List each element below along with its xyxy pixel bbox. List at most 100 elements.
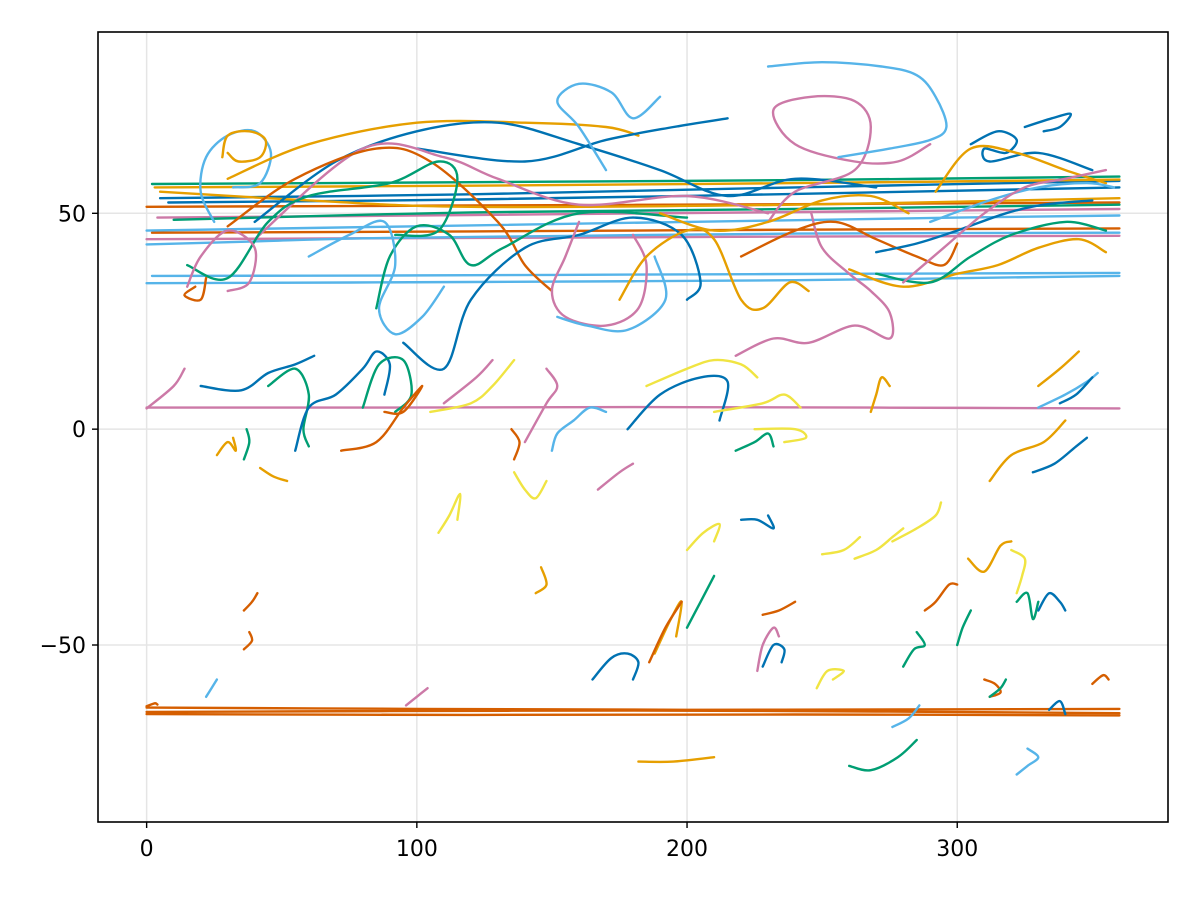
trajectory-line-55 — [340, 384, 424, 452]
trajectory-line-86 — [1015, 591, 1040, 621]
trajectory-line-28 — [766, 61, 948, 159]
trajectory-line-81 — [891, 501, 943, 543]
trajectory-line-105 — [1091, 673, 1110, 686]
trajectory-lines — [145, 61, 1121, 776]
trajectory-line-90 — [761, 600, 797, 616]
trajectory-line-91 — [756, 626, 781, 673]
trajectory-line-34 — [186, 160, 459, 281]
trajectory-line-102 — [404, 687, 429, 707]
trajectory-line-58 — [510, 428, 521, 461]
trajectory-line-53 — [294, 350, 392, 452]
trajectory-line-62 — [753, 427, 808, 444]
trajectory-line-69 — [1058, 376, 1094, 405]
trajectory-line-93 — [815, 668, 846, 690]
trajectory-line-56 — [429, 358, 516, 414]
trajectory-line-72 — [1031, 436, 1089, 474]
trajectory-line-106 — [891, 704, 921, 729]
trajectory-line-1 — [145, 709, 1121, 715]
trajectory-line-51 — [199, 354, 316, 392]
trajectory-line-87 — [1037, 591, 1067, 612]
trajectory-line-88 — [956, 609, 972, 647]
trajectory-line-6 — [145, 367, 186, 410]
trajectory-line-12 — [150, 175, 1121, 186]
trajectory-line-76 — [437, 492, 462, 534]
trajectory-line-64 — [550, 406, 608, 452]
trajectory-line-2 — [145, 706, 1121, 711]
trajectory-line-59 — [645, 358, 759, 388]
y-tick-label: −50 — [40, 634, 86, 659]
x-tick-label: 300 — [936, 837, 978, 862]
trajectory-line-40 — [618, 227, 810, 312]
trajectory-line-92 — [761, 642, 786, 668]
trajectory-line-48 — [658, 193, 910, 233]
trajectory-line-68 — [1037, 371, 1099, 409]
trajectory-line-70 — [1037, 350, 1080, 388]
trajectory-line-67 — [869, 376, 891, 414]
trajectory-line-47 — [902, 168, 1108, 284]
trajectory-line-100 — [242, 630, 254, 651]
axes: 0 100 200 300 −50 0 50 — [40, 202, 979, 862]
trajectory-line-50 — [183, 276, 208, 302]
trajectory-line-3 — [145, 712, 1121, 717]
trajectory-line-101 — [204, 678, 219, 698]
trajectory-line-104 — [988, 678, 1008, 698]
trajectory-line-108 — [637, 756, 716, 764]
trajectory-line-96 — [648, 600, 683, 664]
trajectory-line-85 — [923, 582, 959, 612]
trajectory-line-8 — [145, 274, 1121, 285]
trajectory-line-35 — [375, 210, 689, 310]
trajectory-line-73 — [215, 436, 238, 457]
trajectory-line-82 — [820, 535, 862, 556]
trajectory-line-107 — [1047, 699, 1067, 716]
trajectory-line-30 — [1023, 112, 1073, 133]
x-tick-label: 0 — [140, 837, 154, 862]
trajectory-line-49 — [186, 229, 258, 293]
trajectory-line-74 — [242, 428, 251, 461]
trajectory-line-18 — [172, 203, 1121, 221]
trajectory-line-5 — [145, 405, 1121, 410]
trajectory-line-46 — [929, 181, 1116, 224]
trajectory-line-36 — [307, 219, 446, 336]
trajectory-line-66 — [523, 367, 559, 444]
trajectory-line-26 — [556, 82, 662, 172]
trajectory-line-97 — [685, 574, 716, 629]
trajectory-line-52 — [267, 367, 311, 448]
plot-frame — [97, 31, 1169, 823]
trajectory-line-23 — [226, 119, 640, 180]
trajectory-line-39 — [556, 255, 668, 333]
trajectory-line-77 — [512, 471, 548, 500]
x-tick-label: 100 — [396, 837, 438, 862]
trajectory-line-71 — [988, 419, 1067, 483]
trajectory-line-10 — [150, 227, 1121, 234]
trajectory-line-27 — [766, 94, 932, 224]
trajectory-line-79 — [685, 522, 722, 552]
trajectory-line-109 — [848, 738, 918, 772]
trajectory-line-78 — [739, 514, 776, 530]
y-tick-label: 0 — [72, 418, 86, 443]
trajectory-line-37 — [402, 216, 702, 371]
trajectory-line-75 — [258, 466, 289, 483]
trajectory-line-33 — [226, 146, 554, 293]
trajectory-line-45 — [875, 199, 1094, 254]
trajectory-line-84 — [1010, 548, 1027, 595]
trajectory-line-98 — [534, 566, 548, 595]
trajectory-line-60 — [626, 374, 730, 431]
trajectory-line-99 — [242, 592, 259, 612]
trajectory-line-61 — [712, 393, 802, 414]
y-tick-label: 50 — [58, 202, 86, 227]
trajectory-line-83 — [966, 540, 1013, 573]
trajectory-line-20 — [145, 214, 1121, 232]
trajectory-line-110 — [1015, 747, 1040, 776]
trajectory-line-29 — [969, 130, 1094, 172]
trajectory-line-65 — [596, 462, 635, 491]
x-tick-label: 200 — [666, 837, 708, 862]
trajectory-line-44 — [875, 220, 1108, 285]
trajectory-line-89 — [902, 630, 926, 668]
trajectory-line-80 — [853, 527, 905, 560]
trajectory-line-63 — [734, 432, 775, 452]
trajectory-line-42 — [739, 220, 959, 267]
trajectory-line-43 — [848, 237, 1108, 288]
trajectory-line-31 — [934, 144, 1108, 193]
trajectory-line-22 — [221, 129, 268, 163]
